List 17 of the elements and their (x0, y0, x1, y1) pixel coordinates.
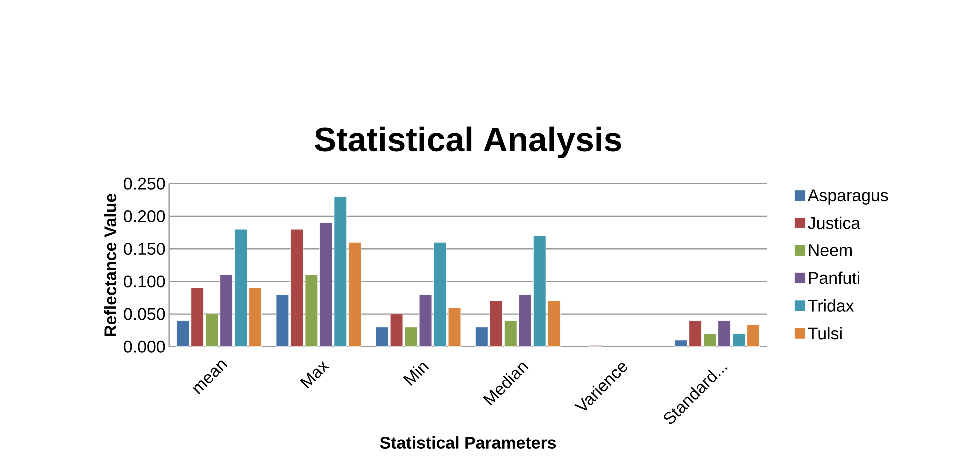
x-tick-label: Min (403, 362, 430, 386)
y-axis-title: Reflectance Value (104, 194, 117, 336)
y-tick-label: 0.000 (124, 340, 166, 353)
y-tick-label: 0.100 (124, 276, 166, 288)
legend-label: Asparagus (808, 190, 888, 205)
chart-title: Statistical Analysis (314, 126, 622, 158)
y-tick-label: 0.050 (124, 308, 166, 320)
y-tick-label: 0.250 (124, 178, 166, 190)
x-axis-title: Statistical Parameters (380, 436, 556, 449)
legend-label: Tulsi (808, 327, 842, 340)
legend-label: Neem (809, 244, 852, 256)
y-tick-label: 0.200 (124, 210, 166, 222)
legend-label: Justica (808, 216, 861, 230)
y-tick-label: 0.150 (124, 243, 166, 256)
x-tick-label: Max (300, 361, 330, 389)
legend-label: Tridax (808, 300, 854, 312)
legend-label: Panfuti (809, 272, 860, 284)
